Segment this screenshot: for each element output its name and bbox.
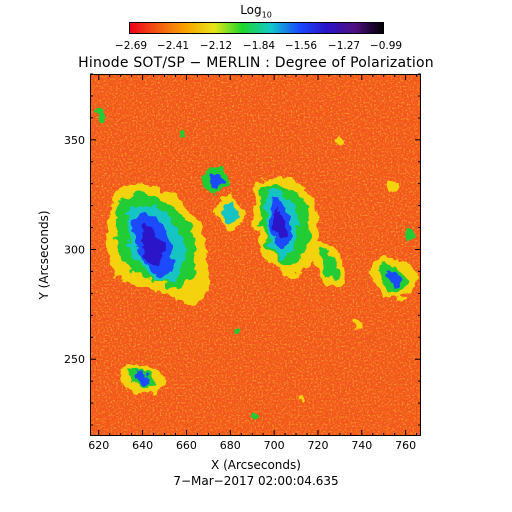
colorbar-tick-label: −2.69 (114, 40, 148, 52)
x-tick-label: 640 (132, 439, 153, 452)
polarization-map (90, 74, 421, 436)
x-tick-label: 660 (176, 439, 197, 452)
y-tick-label: 250 (64, 353, 85, 366)
y-tick-label: 350 (64, 134, 85, 147)
colorbar-tick-labels: −2.69 −2.41 −2.12 −1.84 −1.56 −1.27 −0.9… (0, 40, 512, 54)
x-tick-label: 740 (351, 439, 372, 452)
x-tick-label: 700 (264, 439, 285, 452)
x-tick-label: 680 (220, 439, 241, 452)
colorbar-tick-label: −2.12 (199, 40, 233, 52)
y-axis-label: Y (Arcseconds) (37, 210, 51, 300)
colorbar-title-subscript: 10 (261, 10, 272, 20)
colorbar-tick-label: −0.99 (369, 40, 403, 52)
x-tick-label: 620 (88, 439, 109, 452)
colorbar-tick-label: −1.27 (327, 40, 361, 52)
colorbar (129, 22, 384, 34)
colorbar-title-text: Log (240, 3, 262, 17)
polarization-map-image (91, 75, 420, 435)
colorbar-title: Log10 (0, 3, 512, 19)
colorbar-tick-label: −1.56 (284, 40, 318, 52)
y-tick-label: 300 (64, 244, 85, 257)
polarization-patches (95, 109, 416, 420)
x-axis-label: X (Arcseconds) (211, 458, 301, 472)
x-tick-label: 760 (395, 439, 416, 452)
colorbar-tick-label: −1.84 (242, 40, 276, 52)
colorbar-tick-label: −2.41 (156, 40, 190, 52)
observation-timestamp: 7−Mar−2017 02:00:04.635 (173, 474, 339, 488)
plot-title: Hinode SOT/SP − MERLIN : Degree of Polar… (78, 55, 434, 71)
x-tick-label: 720 (307, 439, 328, 452)
